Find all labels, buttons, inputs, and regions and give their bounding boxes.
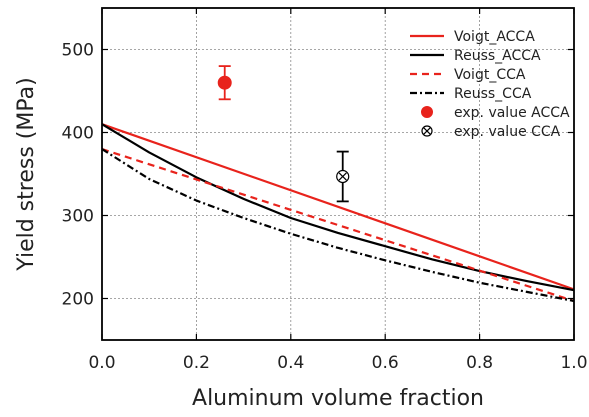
grid-lines: [102, 8, 574, 340]
legend-label: Reuss_CCA: [454, 86, 532, 102]
experimental-points: [217, 65, 350, 203]
series-lines: [101, 123, 575, 303]
y-tick-label: 300: [62, 207, 94, 227]
series-line-voigt-cca: [101, 148, 575, 303]
legend-label: Reuss_ACCA: [454, 48, 541, 64]
legend-label: Voigt_CCA: [454, 67, 526, 83]
legend-entry: Voigt_CCA: [410, 67, 526, 83]
legend-entry: Voigt_ACCA: [410, 29, 535, 45]
marker-filled-circle: [217, 75, 232, 90]
series-line-reuss-cca: [101, 148, 575, 303]
legend-label: Voigt_ACCA: [454, 29, 535, 45]
legend: Voigt_ACCA Reuss_ACCA Voigt_CCA Reuss_CCAex…: [410, 29, 570, 140]
plot-frame: [101, 7, 575, 341]
series-line-reuss-acca: [101, 123, 575, 292]
x-tick-label: 1.0: [560, 353, 587, 373]
x-tick-label: 0.8: [466, 353, 493, 373]
marker-cross: [338, 172, 347, 181]
y-axis-label: Yield stress (MPa): [14, 77, 39, 271]
y-tick-label: 400: [62, 124, 94, 144]
marker-cross: [423, 127, 431, 135]
legend-entry: exp. value CCA: [421, 124, 561, 140]
x-axis-label: Aluminum volume fraction: [192, 386, 484, 411]
series-line-voigt-acca: [101, 123, 575, 291]
legend-entry: Reuss_CCA: [410, 86, 532, 102]
data-point-exp-value-acca: [217, 65, 232, 101]
legend-entry: Reuss_ACCA: [410, 48, 541, 64]
tick-labels: 0.0 0.2 0.4 0.6 0.8 1.0 200 300 400 500: [62, 41, 588, 374]
marker-filled-circle: [421, 106, 433, 118]
legend-entry: exp. value ACCA: [421, 105, 570, 121]
x-tick-label: 0.0: [88, 353, 115, 373]
x-tick-label: 0.4: [277, 353, 304, 373]
axis-ticks: [101, 8, 575, 340]
marker-circled-x: [421, 125, 433, 137]
data-point-exp-value-cca: [336, 150, 350, 203]
y-tick-label: 500: [62, 41, 94, 61]
legend-label: exp. value ACCA: [454, 105, 570, 121]
y-tick-label: 200: [62, 290, 94, 310]
legend-label: exp. value CCA: [454, 124, 561, 140]
x-tick-label: 0.2: [183, 353, 210, 373]
x-tick-label: 0.6: [372, 353, 399, 373]
marker-circled-x: [336, 169, 350, 184]
